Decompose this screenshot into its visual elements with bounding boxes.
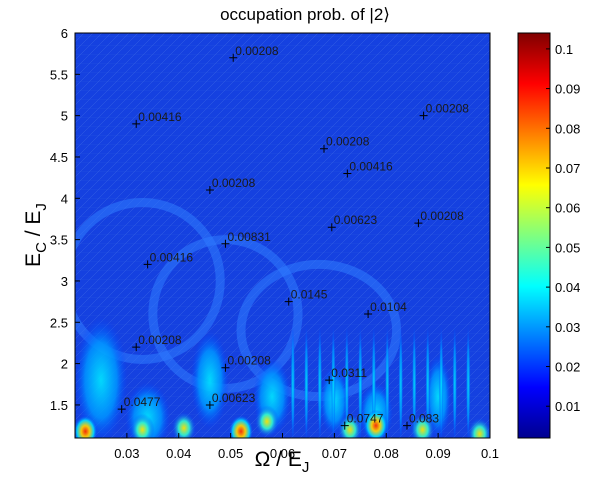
y-axis-ticks: 1.5 2 2.5 3 3.5 4 4.5 5 5.5 6 — [50, 26, 80, 413]
y-tick-label: 6 — [61, 26, 68, 41]
colorbar — [518, 33, 550, 438]
colorbar-tick-label: 0.03 — [555, 320, 580, 335]
contour-label: 0.0104 — [364, 300, 407, 319]
x-tick-label: 0.06 — [270, 446, 295, 461]
contour-label-text: 0.00208 — [426, 102, 470, 116]
contour-label-text: 0.00831 — [227, 230, 271, 244]
y-tick-label: 3.5 — [50, 233, 68, 248]
x-tick-label: 0.1 — [481, 446, 499, 461]
contour-label-text: 0.00416 — [150, 250, 194, 264]
contour-label-marker — [419, 111, 428, 120]
contour-label-text: 0.00416 — [138, 110, 182, 124]
contour-label-text: 0.0145 — [291, 288, 328, 302]
y-tick-label: 2 — [61, 357, 68, 372]
contour-label: 0.00416 — [143, 250, 194, 269]
x-tick-label: 0.08 — [374, 446, 399, 461]
y-tick-label: 3 — [61, 274, 68, 289]
contour-label-marker — [221, 239, 230, 248]
colorbar-tick-label: 0.08 — [555, 121, 580, 136]
contour-label-text: 0.0311 — [331, 366, 367, 380]
contour-label: 0.00208 — [229, 44, 279, 62]
y-tick-label: 5.5 — [50, 67, 68, 82]
chart-title: occupation prob. of |2⟩ — [220, 5, 390, 24]
colorbar-tick-label: 0.04 — [555, 280, 580, 295]
contour-label-marker — [205, 186, 214, 195]
y-tick-label: 2.5 — [50, 315, 68, 330]
colorbar-tick-label: 0.06 — [555, 201, 580, 216]
contour-label-text: 0.083 — [409, 412, 439, 426]
x-tick-label: 0.05 — [218, 446, 243, 461]
contour-label: 0.083 — [403, 412, 439, 430]
contour-label: 0.00208 — [205, 176, 256, 195]
contour-label-marker — [143, 260, 152, 269]
contour-label-text: 0.00623 — [334, 213, 378, 227]
contour-label: 0.00208 — [419, 102, 470, 120]
x-tick-label: 0.03 — [114, 446, 139, 461]
contour-label-text: 0.00623 — [212, 391, 256, 405]
contour-label-marker — [221, 363, 230, 372]
contour-label-text: 0.00208 — [138, 333, 182, 347]
colorbar-tick-label: 0.07 — [555, 161, 580, 176]
contour-label: 0.00208 — [320, 135, 370, 153]
y-tick-label: 4 — [61, 191, 68, 206]
contour-label-marker — [284, 297, 293, 306]
contour-label: 0.00831 — [221, 230, 271, 248]
contour-label-marker — [340, 421, 349, 430]
contour-label-text: 0.0747 — [347, 412, 384, 426]
y-tick-label: 4.5 — [50, 150, 68, 165]
contour-label: 0.00416 — [132, 110, 182, 128]
contour-label-marker — [343, 169, 352, 178]
contour-label: 0.00416 — [343, 160, 393, 178]
contour-label-marker — [327, 223, 336, 232]
colorbar-tick-label: 0.01 — [555, 399, 580, 414]
contour-label-marker — [325, 376, 334, 385]
x-tick-label: 0.09 — [425, 446, 450, 461]
contour-label-text: 0.00208 — [326, 135, 370, 149]
contour-label-text: 0.0104 — [370, 300, 407, 314]
colorbar-tick-label: 0.05 — [555, 240, 580, 255]
contour-label: 0.00623 — [205, 391, 256, 409]
colorbar-frame — [517, 32, 551, 439]
contour-label: 0.00208 — [414, 209, 464, 228]
contour-label: 0.00623 — [327, 213, 378, 232]
contour-label-text: 0.00208 — [227, 354, 271, 368]
contour-label: 0.0477 — [117, 395, 161, 414]
contour-label-marker — [403, 421, 411, 430]
contour-label-marker — [414, 219, 423, 228]
contour-label: 0.0311 — [325, 366, 367, 385]
contour-label-text: 0.00208 — [212, 176, 256, 190]
contour-label: 0.0145 — [284, 288, 328, 306]
contour-label-marker — [229, 53, 238, 62]
contour-label-marker — [320, 144, 328, 153]
y-tick-label: 1.5 — [50, 398, 68, 413]
contour-labels: 0.00208 0.00416 0.00208 0.00208 0.00416 0.002… — [117, 44, 470, 430]
x-tick-label: 0.07 — [322, 446, 347, 461]
contour-label-marker — [364, 310, 373, 319]
contour-label: 0.0747 — [340, 412, 384, 430]
contour-label-marker — [117, 405, 126, 414]
x-tick-label: 0.04 — [166, 446, 191, 461]
contour-label: 0.00208 — [221, 354, 271, 372]
contour-label: 0.00208 — [132, 333, 182, 352]
contour-label-text: 0.0477 — [124, 395, 161, 409]
contour-label-marker — [132, 119, 141, 128]
contour-label-text: 0.00208 — [235, 44, 279, 58]
heatmap-field — [75, 33, 490, 438]
x-axis-ticks: 0.03 0.04 0.05 0.06 0.07 0.08 0.09 0.1 — [114, 433, 499, 461]
y-tick-label: 5 — [61, 109, 68, 124]
contour-label-marker — [132, 343, 141, 352]
colorbar-tick-label: 0.09 — [555, 82, 580, 97]
contour-label-marker — [205, 400, 214, 409]
contour-label-text: 0.00208 — [420, 209, 464, 223]
colorbar-tick-label: 0.1 — [555, 42, 573, 57]
x-axis-label: Ω / EJ — [255, 448, 310, 476]
colorbar-tick-label: 0.02 — [555, 360, 580, 375]
colorbar-ticks: 0.01 0.02 0.03 0.04 0.05 0.06 0.07 0.08 0.09 0.1 — [546, 42, 580, 414]
contour-label-text: 0.00416 — [349, 160, 393, 174]
y-axis-label: EC / EJ — [22, 203, 50, 267]
